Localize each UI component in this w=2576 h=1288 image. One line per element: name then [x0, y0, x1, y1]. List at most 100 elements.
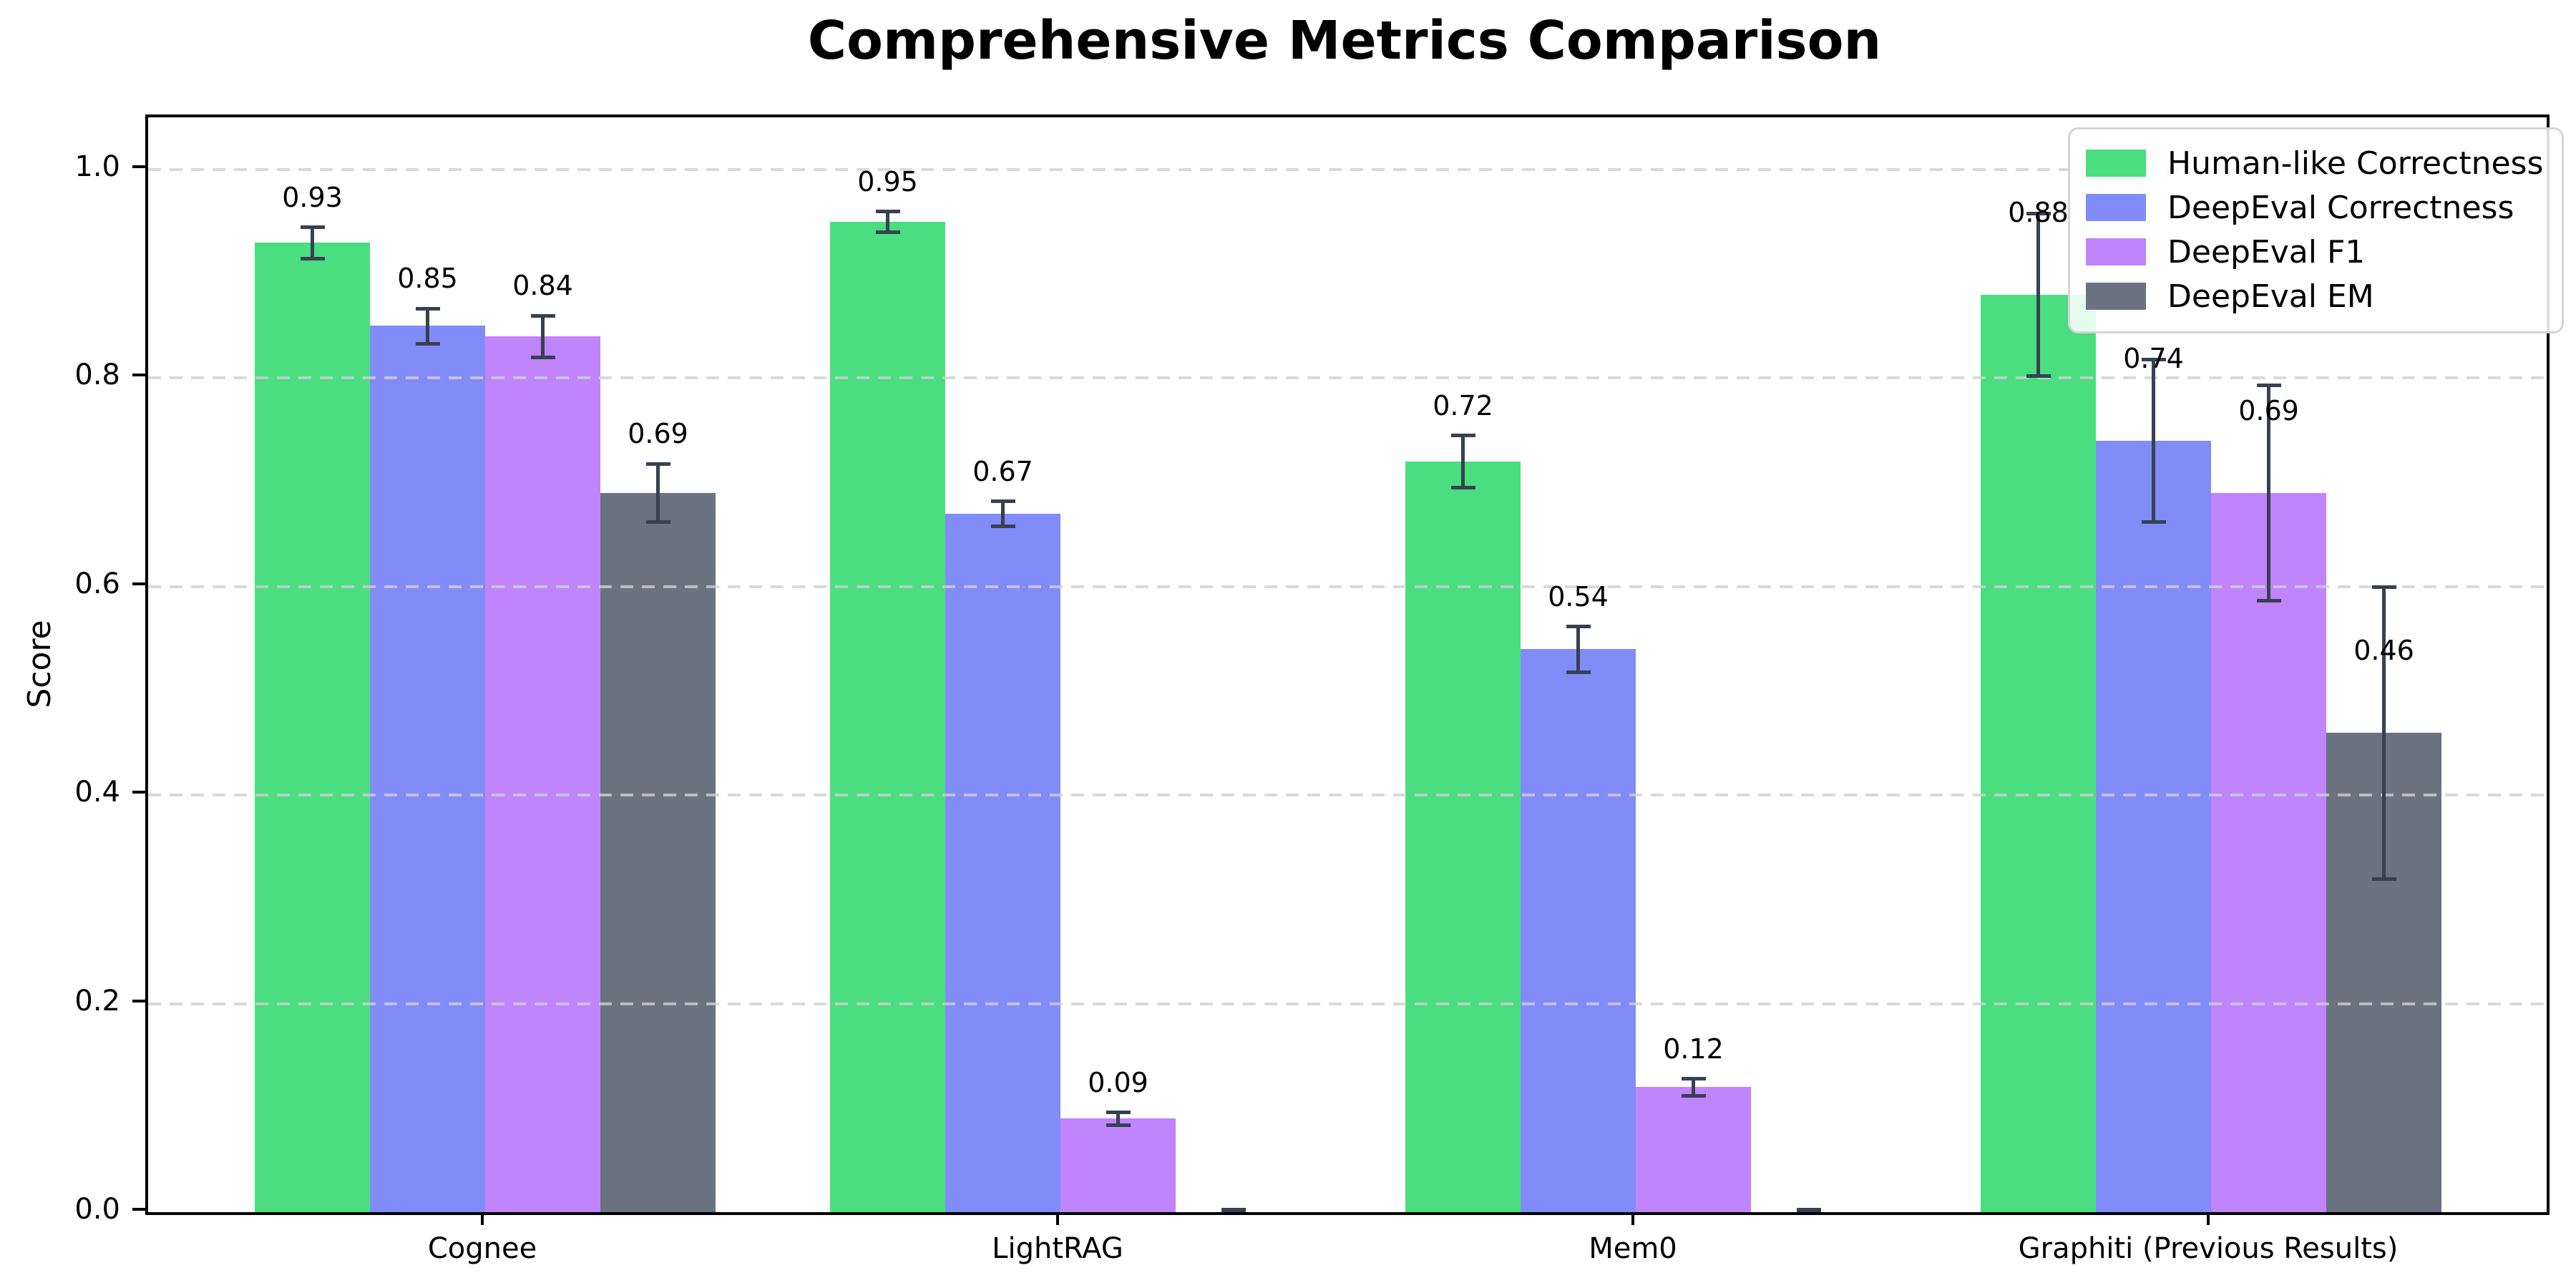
error-bar-cap [1450, 486, 1475, 490]
bar-value-label: 0.88 [2008, 197, 2069, 229]
bar-value-label: 0.93 [282, 181, 343, 213]
error-bar [2036, 213, 2040, 376]
bar [1521, 649, 1636, 1212]
y-tick-label: 0.4 [74, 776, 120, 809]
legend-item: DeepEval Correctness [2086, 185, 2543, 230]
bar-value-label: 0.74 [2123, 343, 2184, 375]
y-tick-mark [132, 374, 145, 377]
legend-swatch-icon [2086, 194, 2146, 221]
gridline [148, 1002, 2547, 1005]
legend-swatch-icon [2086, 150, 2146, 177]
y-tick-mark [132, 999, 145, 1002]
bar [600, 492, 716, 1212]
x-tick-mark [1056, 1212, 1059, 1225]
error-bar [1576, 626, 1580, 673]
error-bar-cap [1106, 1123, 1131, 1127]
error-bar [1692, 1078, 1695, 1096]
error-bar [311, 227, 314, 258]
gridline [148, 585, 2547, 588]
bar-value-label: 0.85 [397, 263, 458, 295]
legend-label: Human-like Correctness [2167, 145, 2544, 182]
legend-item: Human-like Correctness [2086, 141, 2543, 185]
error-bar [1001, 501, 1005, 527]
x-tick-label: Mem0 [1589, 1232, 1677, 1265]
error-bar-cap [2256, 598, 2281, 602]
legend-label: DeepEval F1 [2167, 233, 2366, 270]
legend-swatch-icon [2086, 283, 2146, 310]
error-bar-cap [1681, 1077, 1706, 1081]
y-tick-mark [132, 165, 145, 168]
legend-swatch-icon [2086, 238, 2146, 265]
gridline [148, 794, 2547, 797]
error-bar-cap [1450, 434, 1475, 438]
error-bar [656, 463, 660, 522]
y-tick-mark [132, 791, 145, 794]
error-bar-cap [300, 225, 325, 229]
error-bar-cap [1221, 1209, 1246, 1212]
error-bar-cap [1566, 625, 1591, 629]
y-tick-label: 0.6 [74, 567, 120, 600]
bar [370, 326, 485, 1212]
error-bar [541, 315, 545, 358]
bar-value-label: 0.12 [1663, 1033, 1724, 1065]
bar-value-label: 0.72 [1433, 389, 1493, 421]
y-tick-label: 0.2 [74, 984, 120, 1018]
error-bar-cap [2256, 384, 2281, 388]
error-bar-cap [300, 256, 325, 260]
bar [1405, 461, 1521, 1212]
error-bar [886, 211, 889, 233]
error-bar-cap [530, 356, 555, 360]
chart-title: Comprehensive Metrics Comparison [807, 10, 1882, 72]
error-bar-cap [415, 306, 440, 311]
legend: Human-like Correctness DeepEval Correctne… [2068, 127, 2565, 333]
error-bar-cap [645, 462, 670, 466]
legend-item: DeepEval F1 [2086, 230, 2543, 274]
error-bar-cap [2371, 585, 2396, 589]
error-bar-cap [2141, 358, 2166, 362]
gridline [148, 167, 2547, 171]
bar [945, 513, 1060, 1212]
legend-label: DeepEval EM [2167, 278, 2374, 315]
error-bar-cap [645, 520, 670, 525]
error-bar-cap [1106, 1111, 1131, 1115]
bar-value-label: 0.95 [857, 165, 918, 197]
error-bar-cap [990, 525, 1015, 529]
x-tick-mark [2207, 1212, 2210, 1225]
bar-value-label: 0.46 [2353, 635, 2414, 667]
bar [830, 221, 945, 1212]
x-tick-label: Cognee [427, 1232, 537, 1265]
error-bar [1116, 1112, 1120, 1125]
bar-value-label: 0.69 [2238, 395, 2299, 427]
y-tick-label: 0.8 [74, 358, 120, 392]
error-bar [2382, 586, 2386, 879]
error-bar [2267, 385, 2270, 600]
y-tick-mark [132, 582, 145, 585]
bar [1981, 294, 2096, 1212]
x-tick-label: Graphiti (Previous Results) [2018, 1232, 2399, 1265]
legend-item: DeepEval EM [2086, 274, 2543, 318]
error-bar-cap [1796, 1209, 1821, 1212]
legend-label: DeepEval Correctness [2167, 189, 2514, 226]
x-tick-mark [1631, 1212, 1634, 1225]
error-bar-cap [2026, 212, 2051, 216]
error-bar-cap [875, 230, 900, 235]
error-bar-cap [875, 210, 900, 214]
x-tick-label: LightRAG [992, 1232, 1123, 1265]
error-bar [426, 308, 429, 344]
y-tick-label: 0.0 [74, 1193, 120, 1226]
bar-value-label: 0.69 [628, 418, 688, 450]
gridline [148, 376, 2547, 380]
bar-value-label: 0.84 [512, 270, 573, 302]
y-tick-mark [132, 1208, 145, 1211]
bar [2211, 492, 2326, 1212]
error-bar [2152, 359, 2155, 522]
bar [255, 242, 370, 1212]
bar [1636, 1087, 1751, 1212]
x-tick-mark [481, 1212, 484, 1225]
error-bar-cap [2371, 877, 2396, 881]
bar-value-label: 0.54 [1548, 580, 1609, 613]
error-bar-cap [2026, 374, 2051, 379]
error-bar-cap [415, 342, 440, 346]
y-tick-label: 1.0 [74, 150, 120, 183]
